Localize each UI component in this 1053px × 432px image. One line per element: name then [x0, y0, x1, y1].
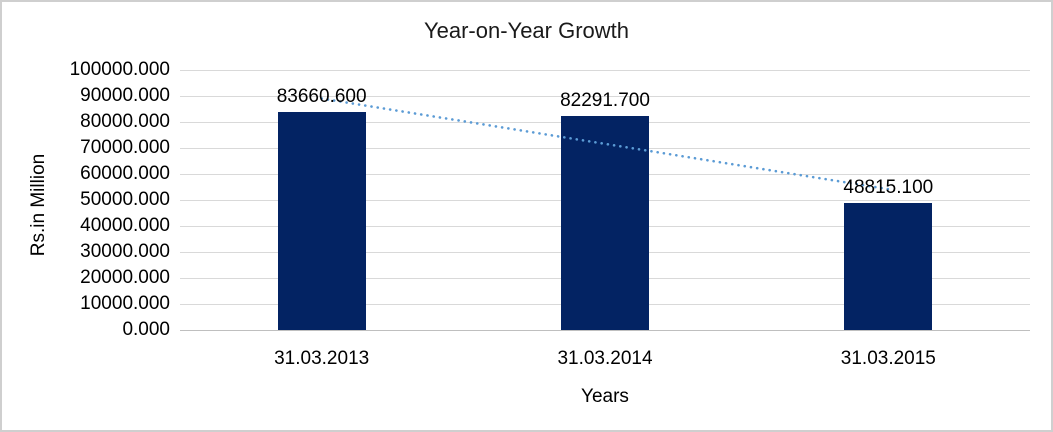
y-tick-label: 0.000: [122, 319, 170, 340]
bar-31.03.2015: [844, 203, 933, 330]
y-tick-label: 70000.000: [80, 137, 170, 158]
x-category-label: 31.03.2013: [274, 348, 370, 369]
data-label: 82291.700: [560, 90, 650, 112]
y-tick-label: 20000.000: [80, 267, 170, 288]
y-tick-label: 30000.000: [80, 241, 170, 262]
y-tick-label: 80000.000: [80, 111, 170, 132]
bar-31.03.2013: [277, 112, 366, 330]
data-label: 48815.100: [843, 177, 934, 199]
y-tick-label: 50000.000: [80, 189, 170, 210]
bar-31.03.2014: [561, 116, 649, 330]
y-tick-label: 10000.000: [80, 293, 170, 314]
x-axis-title: Years: [581, 386, 629, 407]
y-tick-label: 60000.000: [80, 163, 170, 184]
y-tick-label: 90000.000: [80, 85, 170, 106]
x-category-label: 31.03.2014: [557, 348, 653, 369]
y-tick-label: 40000.000: [80, 215, 170, 236]
data-label: 83660.600: [276, 86, 367, 108]
chart-title: Year-on-Year Growth: [423, 18, 630, 43]
x-category-label: 31.03.2015: [840, 348, 936, 369]
y-tick-label: 100000.000: [69, 59, 170, 80]
